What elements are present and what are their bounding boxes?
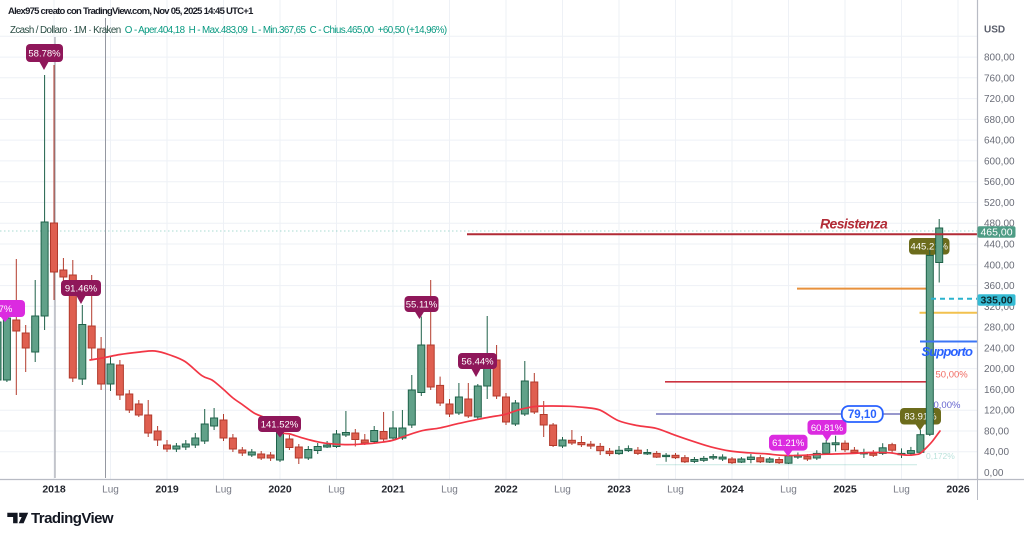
svg-text:Lug: Lug — [667, 485, 684, 496]
svg-text:Supporto: Supporto — [922, 344, 974, 359]
svg-text:520,00: 520,00 — [984, 198, 1015, 209]
svg-text:465,00: 465,00 — [980, 226, 1012, 238]
svg-text:Lug: Lug — [102, 485, 119, 496]
svg-text:50,00%: 50,00% — [936, 370, 969, 381]
svg-text:2024: 2024 — [720, 484, 744, 496]
svg-text:160,00: 160,00 — [984, 385, 1015, 396]
svg-text:0,172%: 0,172% — [926, 451, 955, 461]
svg-text:2026: 2026 — [946, 484, 970, 496]
svg-text:141.52%: 141.52% — [261, 419, 299, 430]
svg-text:Zcash / Dollaro · 1M · Kraken: Zcash / Dollaro · 1M · Kraken O - Aper.4… — [10, 25, 447, 36]
svg-text:Lug: Lug — [893, 485, 910, 496]
svg-text:760,00: 760,00 — [984, 73, 1015, 84]
svg-text:2020: 2020 — [268, 484, 292, 496]
svg-text:Alex975 creato con TradingView: Alex975 creato con TradingView.com, Nov … — [8, 6, 254, 17]
svg-text:360,00: 360,00 — [984, 281, 1015, 292]
svg-text:280,00: 280,00 — [984, 323, 1015, 334]
svg-text:640,00: 640,00 — [984, 136, 1015, 147]
svg-text:55.11%: 55.11% — [406, 299, 438, 310]
svg-text:680,00: 680,00 — [984, 115, 1015, 126]
svg-text:Lug: Lug — [554, 485, 571, 496]
svg-text:2023: 2023 — [607, 484, 631, 496]
svg-text:TradingView: TradingView — [31, 510, 114, 527]
svg-text:2019: 2019 — [155, 484, 179, 496]
svg-text:7%: 7% — [0, 304, 13, 315]
svg-text:56.44%: 56.44% — [461, 356, 494, 367]
svg-text:58.78%: 58.78% — [28, 48, 61, 59]
svg-text:Lug: Lug — [780, 485, 797, 496]
svg-text:240,00: 240,00 — [984, 343, 1015, 354]
svg-text:79,10: 79,10 — [848, 409, 877, 421]
svg-text:61.21%: 61.21% — [772, 438, 805, 449]
svg-text:Lug: Lug — [441, 485, 458, 496]
svg-text:720,00: 720,00 — [984, 94, 1015, 105]
svg-text:560,00: 560,00 — [984, 177, 1015, 188]
svg-text:0,00: 0,00 — [984, 468, 1004, 479]
svg-text:120,00: 120,00 — [984, 406, 1015, 417]
svg-text:600,00: 600,00 — [984, 156, 1015, 167]
svg-text:335,00: 335,00 — [980, 294, 1012, 306]
svg-text:2018: 2018 — [42, 484, 66, 496]
svg-text:Lug: Lug — [215, 485, 232, 496]
svg-text:91.46%: 91.46% — [65, 283, 98, 294]
svg-text:2022: 2022 — [494, 484, 518, 496]
svg-text:USD: USD — [984, 25, 1005, 36]
svg-text:2021: 2021 — [381, 484, 405, 496]
svg-text:60.81%: 60.81% — [811, 423, 844, 434]
svg-text:0,00%: 0,00% — [934, 400, 961, 411]
svg-text:400,00: 400,00 — [984, 260, 1015, 271]
svg-text:2025: 2025 — [833, 484, 857, 496]
svg-text:200,00: 200,00 — [984, 364, 1015, 375]
svg-text:440,00: 440,00 — [984, 240, 1015, 251]
svg-text:80,00: 80,00 — [984, 427, 1009, 438]
svg-text:800,00: 800,00 — [984, 53, 1015, 64]
svg-text:Lug: Lug — [328, 485, 345, 496]
svg-text:Resistenza: Resistenza — [820, 216, 888, 232]
svg-text:40,00: 40,00 — [984, 447, 1009, 458]
